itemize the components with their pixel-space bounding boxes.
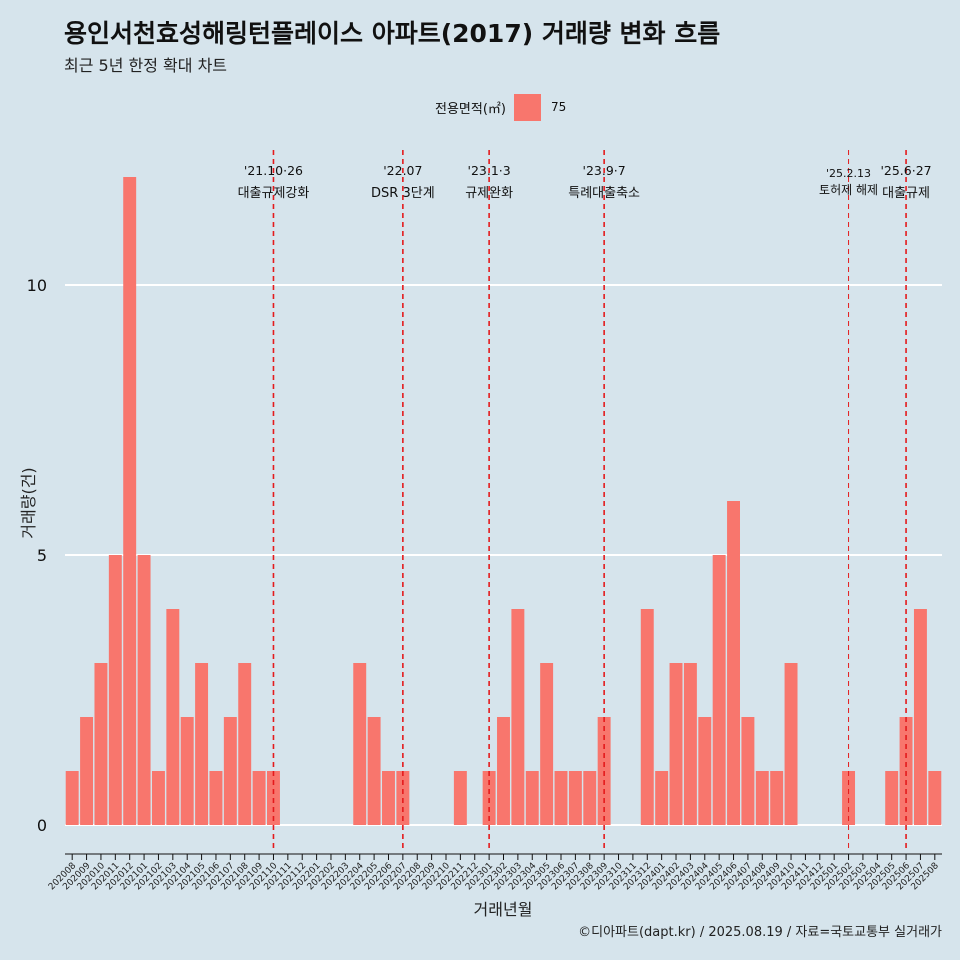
event-label: 대출규제강화 <box>238 186 310 201</box>
bar <box>712 555 726 825</box>
bar <box>180 717 194 825</box>
bar <box>655 771 669 825</box>
event-label: 토허제 해제 <box>819 183 878 197</box>
bar <box>511 609 525 825</box>
bar <box>540 663 554 825</box>
bar <box>223 717 237 825</box>
bar <box>698 717 712 825</box>
bar <box>885 771 899 825</box>
bar <box>525 771 539 825</box>
bar <box>741 717 755 825</box>
event-date-label: '21.10·26 <box>244 163 303 178</box>
event-label: 대출규제 <box>882 186 930 201</box>
bar <box>583 771 597 825</box>
bar <box>727 501 741 825</box>
event-date-label: '25.6·27 <box>880 163 931 178</box>
bar <box>367 717 381 825</box>
event-label: 특례대출축소 <box>568 186 640 201</box>
bar <box>209 771 223 825</box>
bar <box>913 609 927 825</box>
bar <box>640 609 654 825</box>
event-date-label: '23.1·3 <box>468 163 511 178</box>
bar <box>252 771 266 825</box>
bar <box>683 663 697 825</box>
bar <box>382 771 395 825</box>
bar <box>195 663 209 825</box>
legend: 전용면적(㎡) 75 <box>435 93 566 121</box>
bars <box>65 177 942 825</box>
legend-swatch <box>513 93 541 121</box>
chart-title: 용인서천효성해링턴플레이스 아파트(2017) 거래량 변화 흐름 <box>64 19 721 48</box>
bar <box>353 663 367 825</box>
y-tick-label: 5 <box>37 546 47 565</box>
event-label: DSR 3단계 <box>371 186 435 201</box>
chart-subtitle: 최근 5년 한정 확대 차트 <box>64 56 228 75</box>
bar <box>770 771 784 825</box>
bar <box>755 771 769 825</box>
event-label: 규제완화 <box>465 186 513 201</box>
bar <box>80 717 94 825</box>
bar <box>137 555 151 825</box>
chart-caption: ©디아파트(dapt.kr) / 2025.08.19 / 자료=국토교통부 실… <box>578 925 942 940</box>
bar <box>453 771 467 825</box>
event-date-label: '23.9·7 <box>583 163 626 178</box>
bar <box>108 555 122 825</box>
legend-item-label: 75 <box>550 100 567 114</box>
bar <box>238 663 252 825</box>
bar <box>151 771 165 825</box>
bar <box>784 663 798 825</box>
bar <box>166 609 180 825</box>
x-axis-title: 거래년월 <box>474 900 533 919</box>
bar <box>554 771 568 825</box>
legend-title: 전용면적(㎡) <box>435 101 506 117</box>
event-annotations: '21.10·26 대출규제강화 '22.07 DSR 3단계 '23.1·3 규제완화 '… <box>238 150 932 852</box>
bar <box>123 177 137 825</box>
bar <box>94 663 108 825</box>
bar <box>669 663 683 825</box>
bar <box>497 717 510 825</box>
y-axis-title: 거래량(건) <box>19 467 38 538</box>
event-date-label: '25.2.13 <box>826 167 871 180</box>
bar <box>65 771 79 825</box>
y-tick-label: 0 <box>37 816 47 835</box>
y-tick-label: 10 <box>27 276 47 295</box>
bar <box>568 771 582 825</box>
bar <box>928 771 942 825</box>
event-date-label: '22.07 <box>383 163 422 178</box>
